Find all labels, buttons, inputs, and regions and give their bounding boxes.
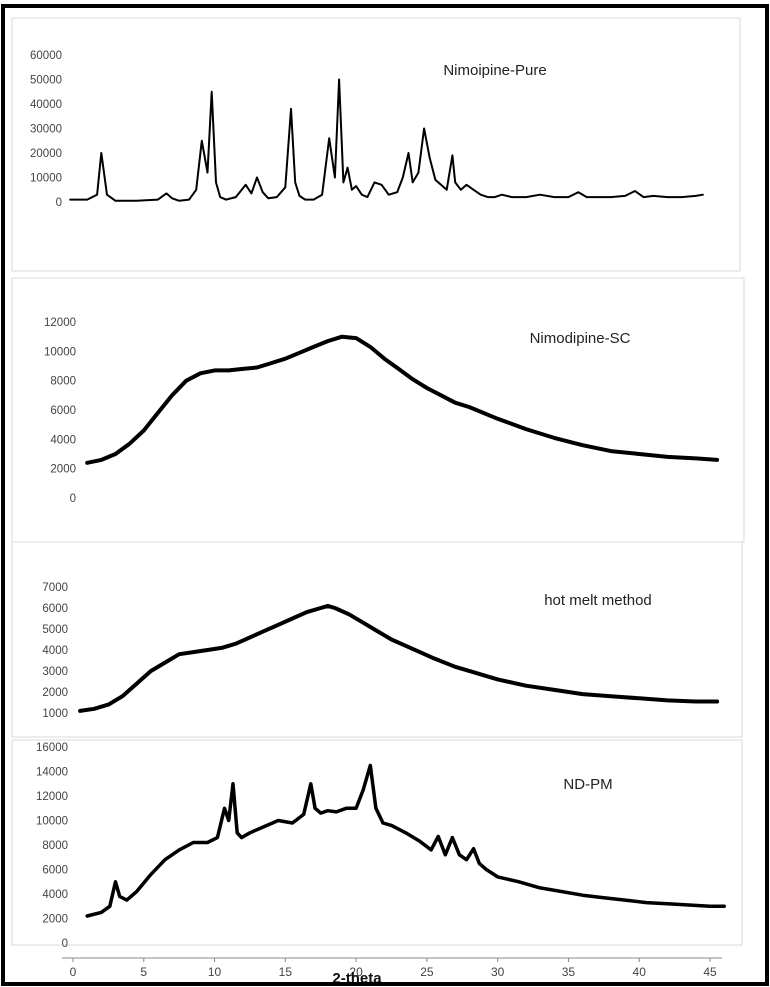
y-tick-label: 2000	[42, 687, 68, 699]
y-tick-label: 14000	[36, 767, 68, 779]
y-tick-label: 16000	[36, 742, 68, 754]
y-tick-label: 1000	[42, 708, 68, 720]
x-tick-label: 40	[633, 965, 647, 979]
y-tick-label: 7000	[42, 582, 68, 594]
x-tick-label: 5	[140, 965, 147, 979]
y-tick-label: 4000	[42, 645, 68, 657]
x-tick-label: 35	[562, 965, 576, 979]
shared-x-axis: 0 5 10 15 20 25 30 35 40 45	[62, 957, 722, 979]
y-tick-label: 0	[62, 938, 68, 950]
panel-frame	[11, 541, 743, 738]
y-tick-label: 2000	[42, 914, 68, 926]
panel-title: hot melt method	[544, 592, 652, 609]
series-line	[85, 334, 720, 465]
panel-2: 0 2000 4000 6000 8000 10000 12000 Nimodipine-SC	[11, 277, 745, 543]
series-line	[78, 603, 720, 713]
y-tick-label: 10000	[36, 816, 68, 828]
y-tick-label: 6000	[42, 865, 68, 877]
y-tick-label: 40000	[30, 99, 62, 111]
panels: 0100002000030000400005000060000Nimoipine…	[11, 17, 745, 950]
y-tick-label: 6000	[42, 603, 68, 615]
x-tick-label: 45	[703, 965, 717, 979]
y-tick-label: 2000	[50, 464, 76, 476]
y-tick-label: 4000	[42, 889, 68, 901]
y-tick-label: 12000	[36, 791, 68, 803]
y-tick-label: 0	[56, 197, 62, 209]
y-tick-label: 5000	[42, 624, 68, 636]
y-tick-label: 8000	[50, 376, 76, 388]
x-tick-label: 10	[208, 965, 222, 979]
y-tick-label: 0	[70, 493, 76, 505]
y-tick-label: 4000	[50, 434, 76, 446]
panel-3: 1000 2000 3000 4000 5000 6000 7000 hot melt met…	[11, 541, 743, 738]
series-line	[85, 763, 726, 918]
panel-title: Nimoipine-Pure	[443, 62, 546, 79]
panel-frame	[11, 17, 741, 272]
panel-4: 0 2000 4000 6000 8000 10000 12000 14000 16000 ND-…	[11, 739, 743, 950]
panel-title: ND-PM	[563, 776, 612, 793]
series-line	[69, 78, 704, 202]
y-tick-label: 12000	[44, 317, 76, 329]
panel-1: 0 10000 20000 30000 40000 50000 60000 Nimoipine…	[11, 17, 741, 272]
y-tick-label: 60000	[30, 50, 62, 62]
y-tick-label: 50000	[30, 75, 62, 87]
y-tick-label: 3000	[42, 666, 68, 678]
x-tick-label: 15	[279, 965, 293, 979]
figure-border	[1, 4, 769, 986]
x-tick-label: 25	[420, 965, 434, 979]
y-tick-label: 6000	[50, 405, 76, 417]
panel-title: Nimodipine-SC	[530, 330, 631, 347]
y-tick-label: 8000	[42, 840, 68, 852]
x-tick-label: 20	[349, 965, 363, 979]
y-tick-label: 10000	[44, 346, 76, 358]
y-tick-label: 20000	[30, 148, 62, 160]
y-tick-label: 30000	[30, 124, 62, 136]
x-tick-label: 30	[491, 965, 505, 979]
panel-frame	[11, 739, 743, 946]
panel-frame	[11, 277, 745, 543]
y-tick-label: 10000	[30, 173, 62, 185]
x-tick-label: 0	[70, 965, 77, 979]
